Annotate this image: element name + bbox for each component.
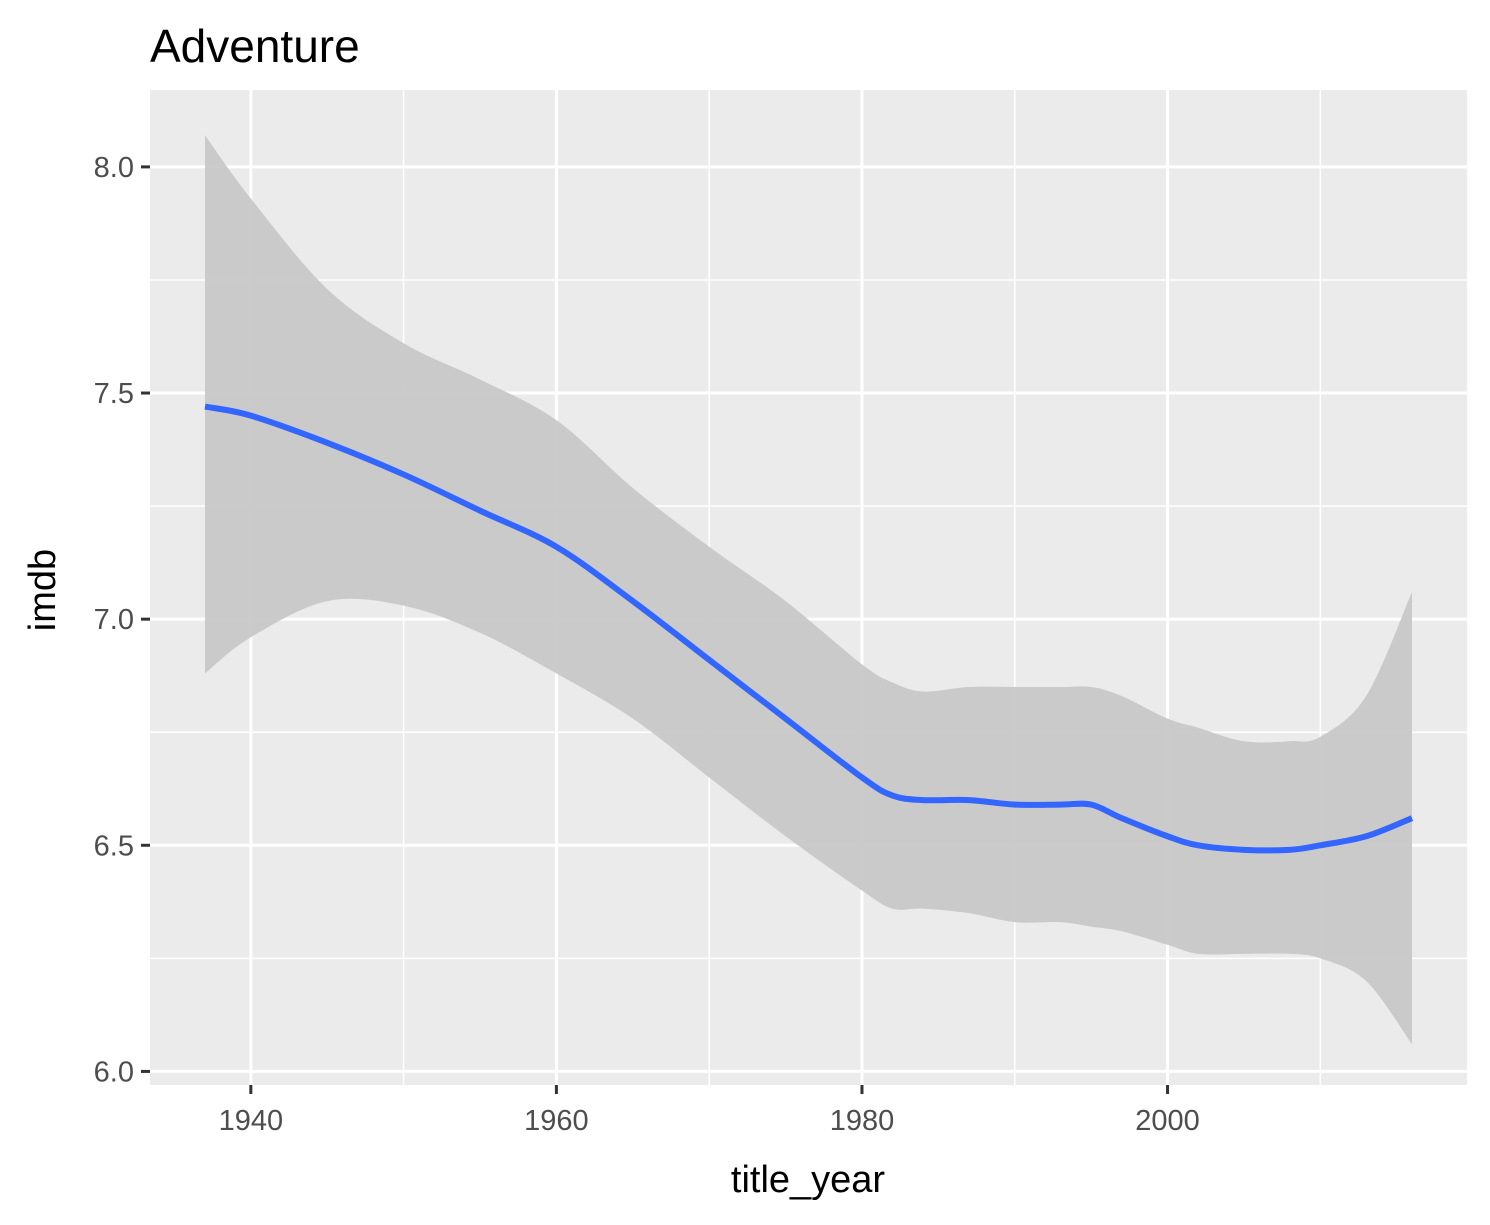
- y-tick-label: 6.5: [94, 830, 134, 862]
- y-axis: 6.0 6.5 7.0 7.5 8.0: [94, 152, 150, 1088]
- y-tick-label: 7.0: [94, 604, 134, 636]
- x-tick-label: 1940: [219, 1105, 284, 1137]
- smooth-trend-line: [204, 403, 1414, 854]
- x-tick-label: 1980: [830, 1105, 895, 1137]
- y-tick-label: 8.0: [94, 152, 134, 184]
- x-tick-label: 2000: [1135, 1105, 1200, 1137]
- confidence-ribbon: [205, 135, 1412, 1045]
- chart-title: Adventure: [150, 20, 360, 72]
- y-tick-label: 7.5: [94, 378, 134, 410]
- y-tick-label: 6.0: [94, 1056, 134, 1088]
- x-tick-label: 1960: [524, 1105, 589, 1137]
- x-axis-title: title_year: [731, 1159, 886, 1201]
- y-axis-title: imdb: [22, 549, 64, 631]
- x-axis: 1940 1960 1980 2000: [219, 1085, 1200, 1137]
